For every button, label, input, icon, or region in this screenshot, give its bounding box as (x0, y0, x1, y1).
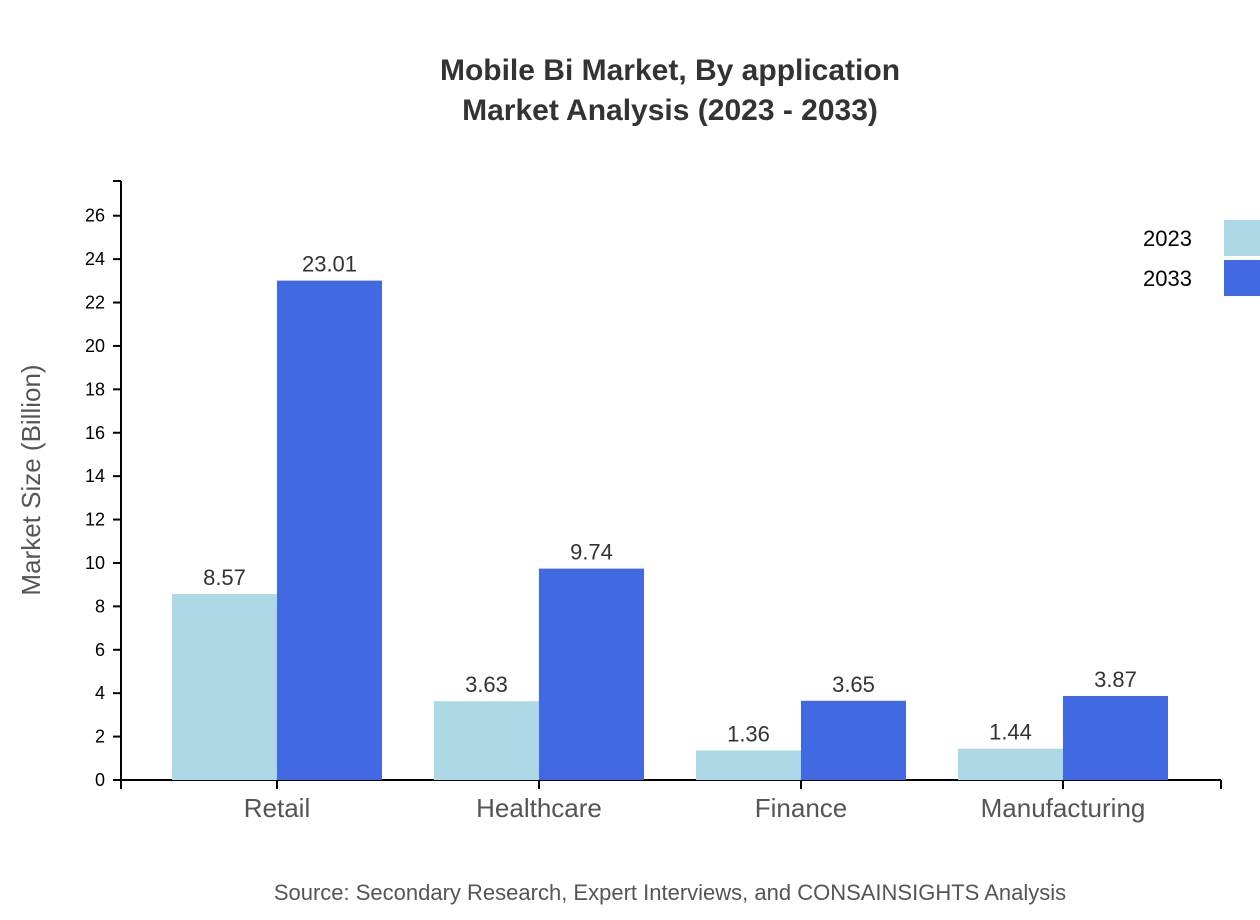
y-tick-label: 20 (85, 336, 105, 356)
y-tick-label: 0 (95, 770, 105, 790)
legend-swatch-2033 (1224, 260, 1260, 296)
x-tick-label: Manufacturing (981, 793, 1146, 823)
bar-2023-healthcare (434, 701, 539, 780)
y-tick-label: 14 (85, 466, 105, 486)
x-tick-label: Healthcare (476, 793, 602, 823)
data-label: 3.63 (465, 672, 508, 697)
bar-2023-finance (696, 750, 801, 780)
x-tick-label: Retail (244, 793, 310, 823)
data-label: 9.74 (570, 540, 613, 565)
y-tick-label: 8 (95, 596, 105, 616)
legend: 2023 2033 (1143, 220, 1260, 296)
bar-2023-manufacturing (958, 748, 1063, 780)
chart-subtitle: Market Analysis (2023 - 2033) (462, 94, 878, 127)
y-tick-label: 6 (95, 640, 105, 660)
data-label: 1.36 (727, 721, 770, 746)
chart-title: Mobile Bi Market, By application (440, 54, 900, 87)
data-label: 3.87 (1094, 667, 1137, 692)
y-tick-label: 12 (85, 510, 105, 530)
y-tick-label: 22 (85, 293, 105, 313)
y-tick-label: 10 (85, 553, 105, 573)
legend-label: 2033 (1143, 266, 1192, 291)
y-tick-label: 4 (95, 683, 105, 703)
bar-2023-retail (172, 594, 277, 780)
legend-swatch-2023 (1224, 220, 1260, 256)
x-tick-label: Finance (755, 793, 848, 823)
y-tick-label: 18 (85, 379, 105, 399)
y-tick-label: 2 (95, 727, 105, 747)
data-label: 8.57 (203, 565, 246, 590)
data-label: 1.44 (989, 720, 1032, 745)
bar-2033-manufacturing (1063, 696, 1168, 780)
bar-2033-finance (801, 700, 906, 780)
y-tick-label: 24 (85, 249, 105, 269)
y-axis-label: Market Size (Billion) (16, 364, 46, 595)
legend-label: 2023 (1143, 226, 1192, 251)
bar-2033-retail (277, 280, 382, 780)
y-tick-label: 26 (85, 206, 105, 226)
bar-2033-healthcare (539, 568, 644, 780)
data-label: 3.65 (832, 672, 875, 697)
source-note: Source: Secondary Research, Expert Inter… (274, 880, 1066, 905)
data-label: 23.01 (302, 252, 357, 277)
y-tick-label: 16 (85, 423, 105, 443)
